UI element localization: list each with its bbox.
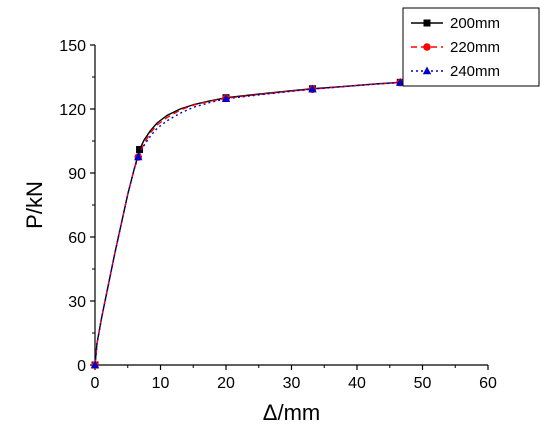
y-axis-title: P/kN [22,181,47,229]
legend-label: 240mm [450,63,500,80]
axes: 0 10 20 30 40 50 60 0 30 60 90 120 150 [59,38,497,392]
x-tick-label: 20 [217,375,235,392]
data-point [134,152,143,161]
data-point [396,78,405,86]
series-line [94,79,423,366]
series-200mm [91,78,423,369]
legend-marker [423,19,431,27]
legend-item: 220mm [411,39,500,56]
x-tick-label: 0 [91,375,100,392]
series-240mm [90,78,423,369]
series-220mm [91,78,423,369]
legend-marker [422,66,432,75]
legend-label: 220mm [450,39,500,56]
series-line [94,79,423,366]
data-point [90,360,100,369]
y-tick-label: 60 [68,230,86,247]
x-axis-title: Δ/mm [263,400,320,425]
series-layer [90,78,423,369]
data-point [221,94,231,102]
y-tick-label: 120 [59,102,86,119]
legend-item: 200mm [411,15,500,32]
legend-marker [423,43,431,51]
x-tick-label: 30 [283,375,301,392]
x-tick-label: 40 [348,375,366,392]
legend-label: 200mm [450,15,500,32]
y-tick-label: 150 [59,38,86,55]
legend: 200mm 220mm 240mm [402,7,540,87]
data-point [136,146,144,154]
y-tick-label: 30 [68,294,86,311]
legend-item: 240mm [411,63,500,80]
y-tick-label: 0 [77,358,86,375]
x-tick-label: 50 [414,375,432,392]
y-tick-label: 90 [68,166,86,183]
series-line [94,79,423,366]
x-tick-label: 60 [479,375,497,392]
data-point [308,84,317,93]
x-tick-label: 10 [152,375,170,392]
